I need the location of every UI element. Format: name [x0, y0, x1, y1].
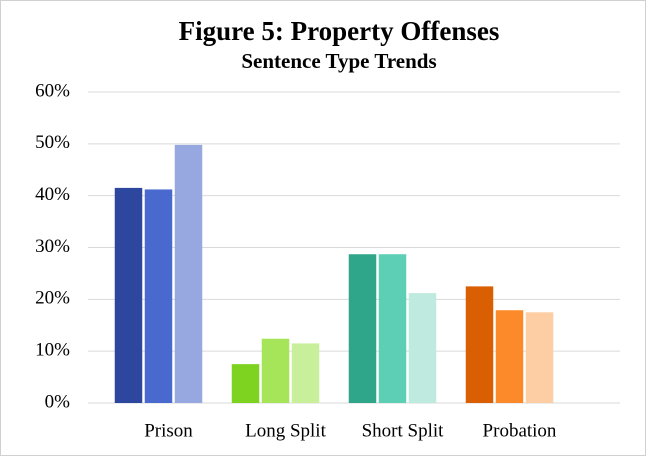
bar — [525, 312, 554, 403]
y-tick-label: 40% — [35, 184, 70, 205]
x-tick-label: Long Split — [245, 420, 326, 441]
y-tick-label: 0% — [45, 391, 71, 412]
chart-subtitle: Sentence Type Trends — [241, 49, 436, 73]
bar — [291, 343, 320, 403]
bar — [378, 254, 407, 403]
bar — [495, 310, 524, 403]
bar — [231, 364, 260, 403]
y-tick-label: 30% — [35, 236, 70, 257]
bar — [261, 338, 290, 403]
bar — [174, 144, 203, 403]
y-tick-label: 20% — [35, 288, 70, 309]
y-tick-label: 50% — [35, 132, 70, 153]
x-tick-label: Prison — [144, 420, 193, 441]
y-tick-label: 10% — [35, 340, 70, 361]
bar — [144, 189, 173, 403]
bar — [465, 286, 494, 403]
y-tick-label: 60% — [35, 80, 70, 101]
x-tick-label: Short Split — [362, 420, 445, 441]
bar — [408, 293, 437, 403]
chart-title: Figure 5: Property Offenses — [179, 16, 500, 46]
x-tick-label: Probation — [483, 420, 557, 441]
bar — [114, 187, 143, 403]
bar — [348, 254, 377, 403]
